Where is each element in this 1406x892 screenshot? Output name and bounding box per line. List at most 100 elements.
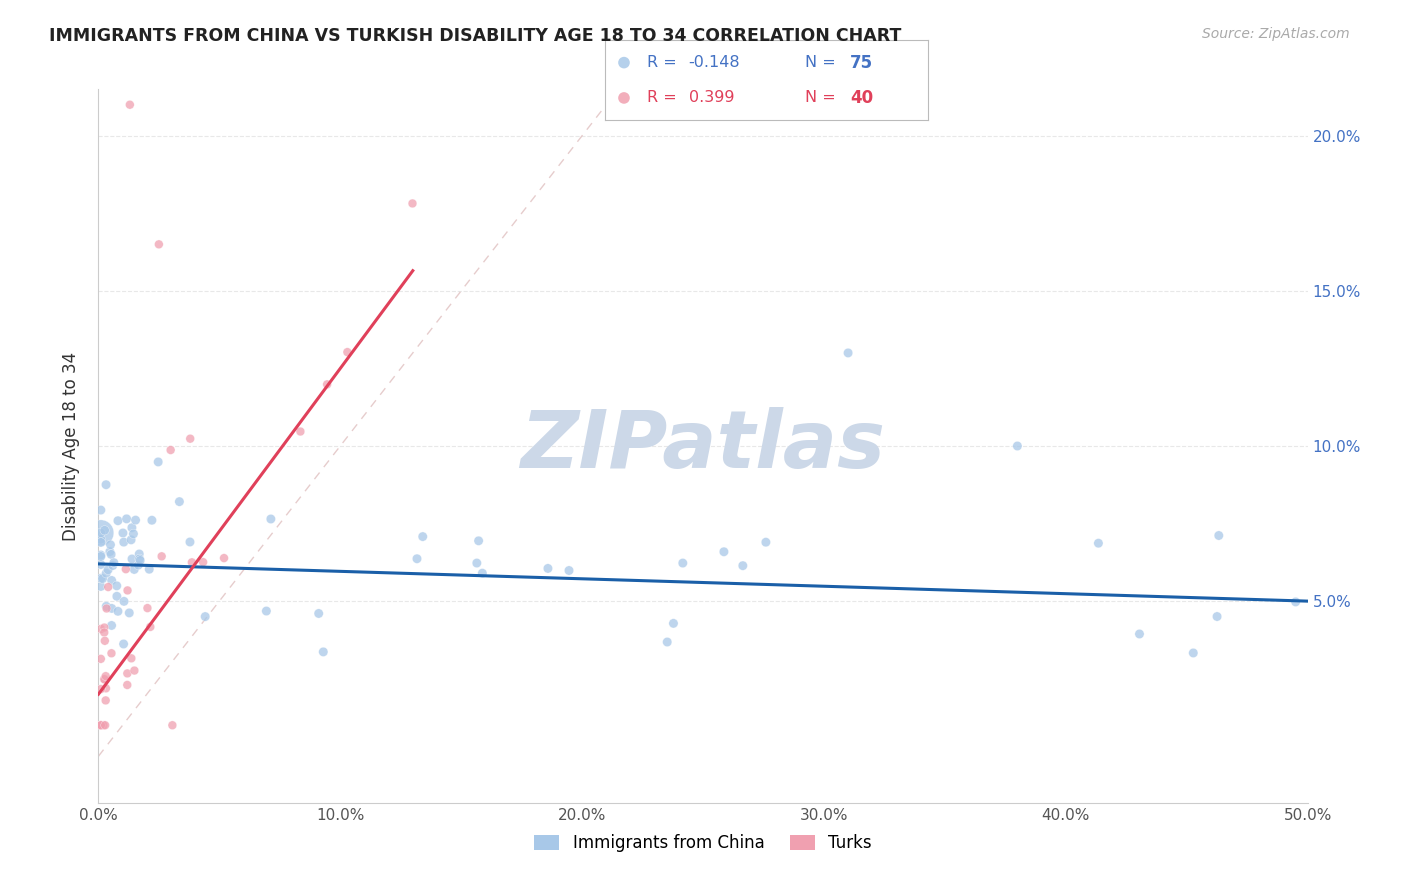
Point [93, 673, 115, 687]
Point [136, 601, 159, 615]
Point [124, 513, 146, 527]
Y-axis label: Disability Age 18 to 34: Disability Age 18 to 34 [62, 351, 80, 541]
Point [94, 681, 117, 696]
Point [100, 547, 122, 561]
Point [98, 544, 121, 558]
Point [308, 607, 330, 621]
Point [94, 669, 117, 683]
Point [194, 609, 217, 624]
Point [254, 604, 277, 618]
Point [662, 616, 685, 631]
Point [90, 549, 112, 564]
Point [90, 558, 112, 572]
Point [93, 672, 115, 686]
Point [122, 562, 145, 576]
Point [117, 666, 139, 681]
Point [96, 599, 118, 614]
Point [90, 503, 112, 517]
Text: R =: R = [647, 90, 682, 105]
Point [90, 548, 112, 562]
Text: 0.399: 0.399 [689, 90, 734, 105]
Text: IMMIGRANTS FROM CHINA VS TURKISH DISABILITY AGE 18 TO 34 CORRELATION CHART: IMMIGRANTS FROM CHINA VS TURKISH DISABIL… [49, 27, 901, 45]
Point [613, 91, 636, 105]
Point [467, 533, 489, 548]
Point [90, 718, 112, 732]
Point [1182, 646, 1205, 660]
Point [100, 646, 122, 660]
Point [128, 547, 150, 561]
Point [401, 196, 423, 211]
Point [93, 625, 115, 640]
Point [731, 558, 754, 573]
Point [100, 538, 122, 552]
Point [117, 678, 139, 692]
Text: Source: ZipAtlas.com: Source: ZipAtlas.com [1202, 27, 1350, 41]
Point [1128, 627, 1150, 641]
Point [100, 574, 122, 588]
Point [148, 237, 170, 252]
Point [90, 579, 112, 593]
Point [94, 693, 117, 707]
Point [100, 618, 122, 632]
Point [148, 455, 170, 469]
Point [115, 512, 138, 526]
Point [117, 583, 139, 598]
Point [90, 622, 112, 636]
Point [139, 620, 162, 634]
Point [96, 601, 118, 615]
Point [90, 525, 112, 540]
Point [94, 633, 117, 648]
Point [1087, 536, 1109, 550]
Point [141, 513, 163, 527]
Point [138, 562, 160, 576]
Point [100, 601, 122, 615]
Point [1285, 595, 1308, 609]
Point [150, 549, 173, 564]
Text: N =: N = [806, 90, 841, 105]
Point [107, 514, 129, 528]
Point [90, 535, 112, 549]
Point [90, 571, 112, 585]
Point [412, 530, 434, 544]
Point [111, 526, 134, 541]
Point [103, 556, 125, 570]
Point [120, 533, 142, 547]
Point [101, 558, 124, 573]
Point [90, 718, 112, 732]
Text: ZIPatlas: ZIPatlas [520, 407, 886, 485]
Point [112, 594, 135, 608]
Text: -0.148: -0.148 [689, 55, 741, 70]
Point [105, 579, 128, 593]
Point [672, 556, 695, 570]
Point [713, 545, 735, 559]
Point [94, 477, 117, 491]
Point [122, 526, 145, 541]
Point [120, 651, 142, 665]
Point [96, 566, 118, 581]
Point [657, 635, 679, 649]
Point [127, 558, 149, 573]
Point [128, 552, 150, 566]
Point [90, 525, 112, 540]
Point [162, 718, 184, 732]
Point [105, 589, 128, 603]
Point [336, 345, 359, 359]
Point [1206, 609, 1229, 624]
Point [97, 563, 120, 577]
Point [312, 645, 335, 659]
Text: N =: N = [806, 55, 841, 70]
Point [90, 718, 112, 732]
Point [537, 561, 560, 575]
Point [121, 552, 143, 566]
Point [93, 524, 115, 538]
Point [118, 606, 141, 620]
Point [179, 535, 201, 549]
Text: R =: R = [647, 55, 682, 70]
Legend: Immigrants from China, Turks: Immigrants from China, Turks [527, 828, 879, 859]
Text: 40: 40 [851, 89, 873, 107]
Point [90, 682, 112, 697]
Point [406, 551, 429, 566]
Point [169, 494, 191, 508]
Point [471, 566, 494, 581]
Point [159, 443, 181, 458]
